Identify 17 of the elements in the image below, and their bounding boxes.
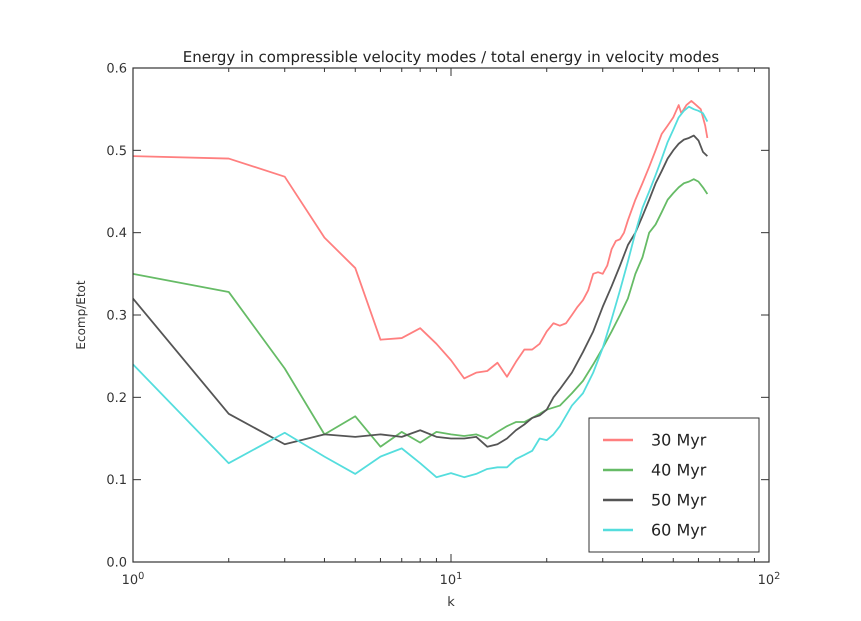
y-tick-label: 0.6 [106,62,127,77]
x-tick-label: 10$^{2}$ [758,570,780,588]
legend-label: 60 Myr [651,520,707,540]
y-tick-label: 0.1 [106,473,127,488]
legend-label: 30 Myr [651,430,707,450]
legend-label: 40 Myr [651,460,707,480]
y-tick-label: 0.5 [106,144,127,159]
chart-title: Energy in compressible velocity modes / total energy in velocity modes [182,48,720,66]
y-tick-label: 0.2 [106,390,127,406]
y-tick-label: 0.3 [106,308,127,324]
y-tick-label: 0.0 [106,556,127,571]
x-tick-label: 10$^{1}$ [440,570,462,588]
y-tick-label: 0.4 [106,226,127,242]
legend-label: 50 Myr [651,490,707,510]
y-axis-title: Ecomp/Etot [74,280,88,350]
x-axis-title: k [447,595,456,610]
x-tick-label: 10$^{0}$ [122,570,144,588]
